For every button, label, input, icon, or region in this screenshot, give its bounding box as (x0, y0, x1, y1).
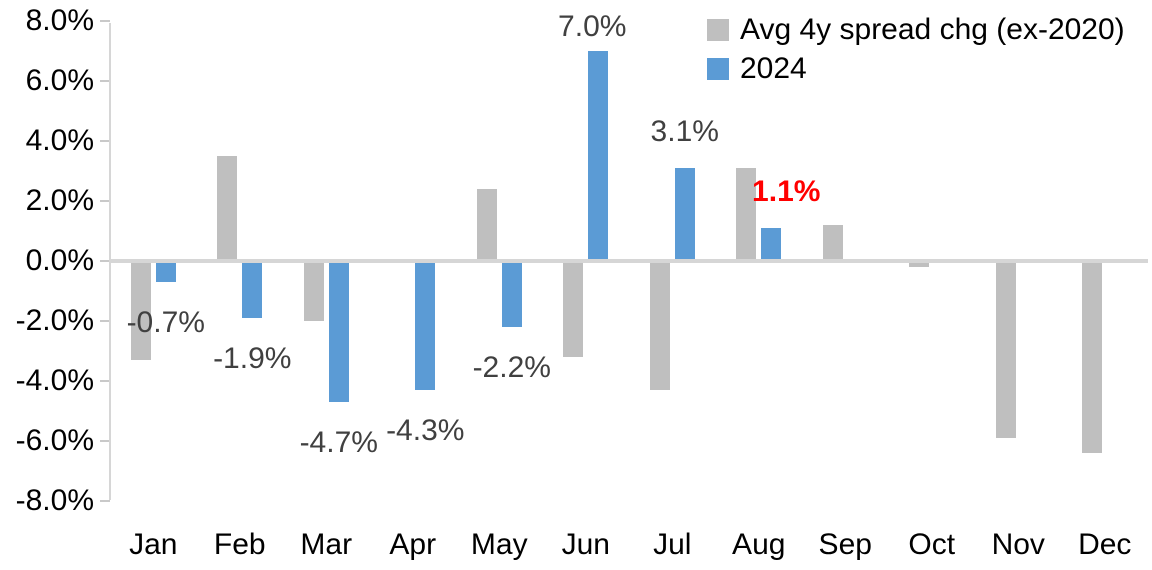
data-label-feb: -1.9% (213, 342, 292, 375)
bar-jan-2024 (155, 261, 176, 282)
x-axis-label-jun: Jun (561, 528, 610, 561)
x-axis-label-aug: Aug (732, 528, 786, 561)
y-axis-tick-label: -4.0% (15, 364, 94, 397)
x-axis-label-oct: Oct (908, 528, 956, 561)
bar-feb-avg (217, 156, 238, 261)
bar-may-avg (476, 189, 497, 261)
y-axis-tick-mark (100, 80, 110, 82)
x-axis-label-dec: Dec (1078, 528, 1132, 561)
x-axis-label-sep: Sep (818, 528, 872, 561)
x-axis-label-jan: Jan (129, 528, 178, 561)
legend-label-avg-4y-spread: Avg 4y spread chg (ex-2020) (740, 12, 1125, 46)
x-axis-label-apr: Apr (389, 528, 437, 561)
x-axis-label-may: May (470, 528, 528, 561)
bar-aug-2024 (761, 228, 782, 261)
y-axis-tick-mark (100, 200, 110, 202)
legend-item-avg-4y-spread: Avg 4y spread chg (ex-2020) (707, 10, 1125, 49)
bar-jul-avg (649, 261, 670, 390)
data-label-jun: 7.0% (558, 10, 627, 43)
y-axis-tick-label: -6.0% (15, 424, 94, 457)
x-axis-zero-line (110, 259, 1148, 263)
legend-swatch-gray (707, 18, 729, 41)
bar-aug-avg (736, 168, 757, 261)
y-axis-tick-label: -2.0% (15, 304, 94, 337)
bar-mar-avg (303, 261, 324, 321)
y-axis-tick-mark (100, 440, 110, 442)
y-axis-tick-label: 4.0% (25, 124, 94, 157)
bar-oct-avg (909, 261, 930, 267)
legend-swatch-blue (707, 57, 729, 80)
bar-jun-avg (563, 261, 584, 357)
y-axis-tick-label: 6.0% (25, 64, 94, 97)
legend: Avg 4y spread chg (ex-2020) 2024 (707, 10, 1125, 88)
x-axis-label-jul: Jul (653, 528, 692, 561)
data-label-may: -2.2% (472, 351, 551, 384)
y-axis-tick-label: 2.0% (25, 184, 94, 217)
y-axis-tick-mark (100, 320, 110, 322)
x-axis-label-mar: Mar (300, 528, 353, 561)
bar-apr-2024 (415, 261, 436, 390)
y-axis-tick-mark (100, 380, 110, 382)
bar-sep-avg (822, 225, 843, 261)
bar-jul-2024 (674, 168, 695, 261)
x-axis-label-nov: Nov (991, 528, 1045, 561)
data-label-jan: -0.7% (126, 306, 205, 339)
bar-mar-2024 (328, 261, 349, 402)
data-label-apr: -4.3% (386, 414, 465, 447)
y-axis-tick-mark (100, 500, 110, 502)
bar-feb-2024 (242, 261, 263, 318)
bar-jan-avg (130, 261, 151, 360)
bar-nov-avg (995, 261, 1016, 438)
y-axis-tick-mark (100, 140, 110, 142)
bar-dec-avg (1082, 261, 1103, 453)
data-label-mar: -4.7% (299, 426, 378, 459)
bar-may-2024 (501, 261, 522, 327)
y-axis-tick-mark (100, 260, 110, 262)
data-label-aug: 1.1% (752, 175, 821, 208)
bar-jun-2024 (588, 51, 609, 261)
x-axis-label-feb: Feb (213, 528, 266, 561)
y-axis-tick-label: 0.0% (25, 244, 94, 277)
y-axis-tick-label: 8.0% (25, 4, 94, 37)
legend-item-2024: 2024 (707, 49, 1125, 88)
y-axis-tick-label: -8.0% (15, 484, 94, 517)
legend-label-2024: 2024 (740, 51, 807, 85)
y-axis-tick-mark (100, 20, 110, 22)
data-label-jul: 3.1% (650, 115, 719, 148)
